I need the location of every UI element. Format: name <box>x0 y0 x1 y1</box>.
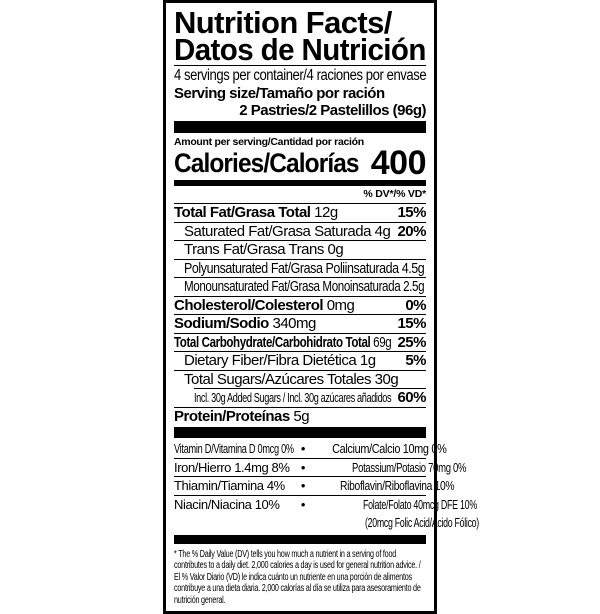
nutrient-row: Total Fat/Grasa Total 12g 15% <box>174 203 426 222</box>
thick-divider <box>174 534 426 544</box>
nutrient-name: Cholesterol/Colesterol <box>174 296 324 314</box>
bullet-icon: • <box>300 441 306 456</box>
amount-per-serving: Amount per serving/Cantidad por ración <box>174 136 364 148</box>
nutrient-row: Total Carbohydrate/Carbohidrato Total 69… <box>174 332 426 352</box>
nutrient-row: Cholesterol/Colesterol 0mg 0% <box>174 295 426 315</box>
nutrient-label: Incl. 30g Added Sugars / Incl. 30g azúca… <box>194 389 392 407</box>
bullet-icon: • <box>300 478 306 493</box>
nutrient-dv: 25% <box>397 333 426 351</box>
vitamin-row: Iron/Hierro 1.4mg 8% • Potassium/Potasio 7… <box>174 457 466 477</box>
nutrient-name: Total Fat/Grasa Total <box>174 204 311 221</box>
nutrient-dv: 60% <box>397 389 426 406</box>
nutrient-label: Saturated Fat/Grasa Saturada 4g <box>184 222 391 241</box>
nutrient-row: Polyunsaturated Fat/Grasa Poliinsaturada… <box>174 258 426 278</box>
divider <box>194 388 426 389</box>
nutrient-row: Monounsaturated Fat/Grasa Monoinsaturada… <box>174 277 426 296</box>
nutrient-row: Sodium/Sodio 340mg 15% <box>174 314 426 333</box>
vitamin-list: Vitamin D/Vitamina D 0mcg 0% • Calcium/Cal… <box>174 440 479 532</box>
nutrient-amount: 69g <box>373 333 392 351</box>
nutrient-row: Saturated Fat/Grasa Saturada 4g 20% <box>174 221 426 241</box>
nutrient-row: Incl. 30g Added Sugars / Incl. 30g azúca… <box>174 389 426 407</box>
medium-divider <box>174 180 426 186</box>
nutrient-name: Total Sugars/Azúcares Totales <box>184 370 372 388</box>
nutrient-amount: 0g <box>327 241 344 258</box>
vitamin-row: Niacin/Niacina 10% • Folate/Folato 40mcg D… <box>174 494 479 532</box>
nutrient-dv: 20% <box>397 222 426 240</box>
nutrient-label: Sodium/Sodio 340mg <box>174 315 316 333</box>
nutrient-label: Trans Fat/Grasa Trans 0g <box>184 241 344 259</box>
nutrition-facts-label: Nutrition Facts/ Datos de Nutrición 4 se… <box>163 0 479 614</box>
serving-size-value: 2 Pastries/2 Pastelillos (96g) <box>239 102 426 119</box>
dv-header: % DV*/% VD* <box>363 188 426 200</box>
nutrient-name: Dietary Fiber/Fibra Dietética <box>184 352 357 369</box>
vitamin-right-text: Potassium/Potasio 70mg 0% <box>352 459 467 475</box>
nutrient-name: Trans Fat/Grasa Trans <box>184 241 324 258</box>
nutrient-amount: 4g <box>374 222 391 240</box>
vitamin-right: Potassium/Potasio 70mg 0% <box>310 459 466 477</box>
nutrient-name: Protein/Proteínas <box>174 407 290 425</box>
vitamin-right-text: Riboflavin/Riboflavina 10% <box>340 478 455 493</box>
nutrient-dv: 5% <box>405 352 426 369</box>
vitamin-row: Thiamin/Tiamina 4% • Riboflavin/Riboflavin… <box>174 476 455 495</box>
nutrient-name: Sodium/Sodio <box>174 315 269 332</box>
bullet-icon: • <box>300 459 306 475</box>
title-line-2: Datos de Nutrición <box>174 32 426 67</box>
vitamin-left: Niacin/Niacina 10% <box>174 496 296 514</box>
vitamin-right: Riboflavin/Riboflavina 10% <box>310 477 455 495</box>
nutrient-amount: 30g <box>374 370 399 388</box>
nutrient-label: Polyunsaturated Fat/Grasa Poliinsaturada… <box>184 259 425 278</box>
nutrient-label: Total Sugars/Azúcares Totales 30g <box>184 370 399 389</box>
nutrient-name: Incl. 30g Added Sugars / Incl. 30g azúca… <box>194 391 392 405</box>
vitamin-right: Calcium/Calcio 10mg 0% <box>310 440 447 458</box>
vitamin-left-text: Thiamin/Tiamina 4% <box>174 478 285 493</box>
nutrient-amount: 5g <box>293 407 310 425</box>
calories-row: Calories/Calorías 400 <box>174 144 427 182</box>
divider <box>174 65 426 66</box>
vitamin-right: Folate/Folato 40mcg DFE 10% (20mcg Folic … <box>310 496 479 532</box>
nutrient-name: Monounsaturated Fat/Grasa Monoinsaturada <box>184 278 401 295</box>
vitamin-right-text: Folate/Folato 40mcg DFE 10% <box>362 496 477 512</box>
vitamin-right-note: (20mcg Folic Acid/Ácido Fólico) <box>364 514 479 530</box>
calories-value: 400 <box>370 144 427 182</box>
nutrient-name: Total Carbohydrate/Carbohidrato Total <box>174 333 371 351</box>
nutrient-label: Total Fat/Grasa Total 12g <box>174 204 338 222</box>
nutrient-name: Polyunsaturated Fat/Grasa Poliinsaturada <box>184 259 399 277</box>
vitamin-left: Vitamin D/Vitamina D 0mcg 0% <box>174 440 296 458</box>
vitamin-left: Thiamin/Tiamina 4% <box>174 477 296 495</box>
nutrient-amount: 0mg <box>326 296 355 314</box>
nutrient-row: Total Sugars/Azúcares Totales 30g <box>174 369 426 389</box>
nutrient-dv: 15% <box>397 204 426 221</box>
nutrient-dv: 0% <box>405 296 426 314</box>
nutrient-dv: 15% <box>397 315 426 332</box>
nutrient-amount: 1g <box>359 352 376 369</box>
nutrient-amount: 340mg <box>272 315 317 332</box>
servings-per-container: 4 servings per container/4 raciones por … <box>174 67 427 84</box>
footnote: * The % Daily Value (DV) tells you how m… <box>174 548 421 606</box>
nutrient-row: Dietary Fiber/Fibra Dietética 1g 5% <box>174 351 426 370</box>
thick-divider <box>174 427 426 438</box>
vitamin-row: Vitamin D/Vitamina D 0mcg 0% • Calcium/Cal… <box>174 440 447 458</box>
thick-divider <box>174 121 426 133</box>
nutrient-amount: 4.5g <box>401 259 425 277</box>
vitamin-left-text: Iron/Hierro 1.4mg 8% <box>174 459 290 475</box>
calories-label: Calories/Calorías <box>174 148 360 178</box>
nutrient-name: Saturated Fat/Grasa Saturada <box>184 222 371 240</box>
serving-size-label: Serving size/Tamaño por ración <box>174 85 385 102</box>
nutrient-row: Protein/Proteínas 5g <box>174 406 426 426</box>
nutrient-amount: 12g <box>314 204 338 221</box>
vitamin-left: Iron/Hierro 1.4mg 8% <box>174 459 296 477</box>
bullet-icon: • <box>300 496 306 512</box>
vitamin-left-text: Niacin/Niacina 10% <box>174 496 280 512</box>
vitamin-right-text: Calcium/Calcio 10mg 0% <box>332 441 447 456</box>
nutrient-list: Total Fat/Grasa Total 12g 15% Saturated Fa… <box>174 203 426 425</box>
vitamin-left-text: Vitamin D/Vitamina D 0mcg 0% <box>174 441 294 456</box>
title-line-1: Nutrition Facts/ <box>174 5 392 40</box>
nutrient-label: Dietary Fiber/Fibra Dietética 1g <box>184 352 376 370</box>
nutrient-label: Total Carbohydrate/Carbohidrato Total 69… <box>174 333 392 352</box>
nutrient-amount: 2.5g <box>403 278 425 295</box>
nutrient-label: Cholesterol/Colesterol 0mg <box>174 296 355 315</box>
nutrient-row: Trans Fat/Grasa Trans 0g <box>174 240 426 259</box>
nutrient-label: Protein/Proteínas 5g <box>174 407 310 426</box>
nutrient-label: Monounsaturated Fat/Grasa Monoinsaturada… <box>184 278 425 296</box>
